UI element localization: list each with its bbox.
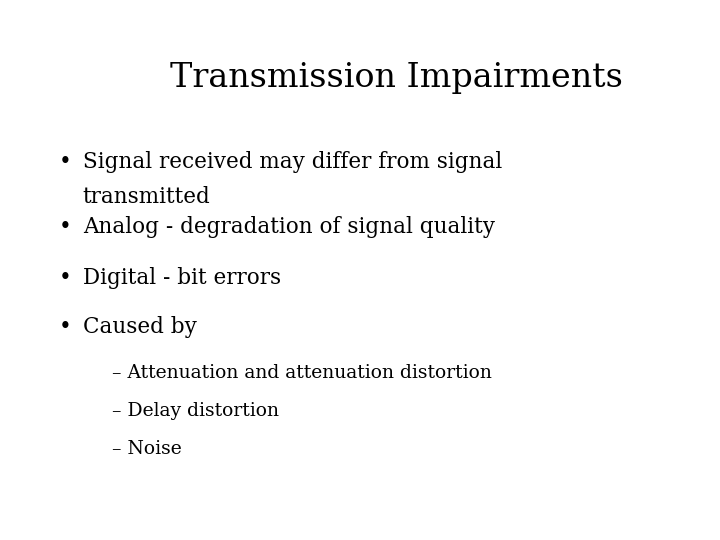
Text: – Delay distortion: – Delay distortion: [112, 402, 279, 420]
Text: Signal received may differ from signal: Signal received may differ from signal: [83, 151, 502, 173]
Text: Caused by: Caused by: [83, 316, 197, 338]
Text: •: •: [58, 316, 71, 338]
Text: – Attenuation and attenuation distortion: – Attenuation and attenuation distortion: [112, 364, 492, 382]
Text: Digital - bit errors: Digital - bit errors: [83, 267, 281, 289]
Text: Transmission Impairments: Transmission Impairments: [170, 62, 622, 94]
Text: •: •: [58, 216, 71, 238]
Text: •: •: [58, 151, 71, 173]
Text: transmitted: transmitted: [83, 186, 210, 208]
Text: •: •: [58, 267, 71, 289]
Text: Analog - degradation of signal quality: Analog - degradation of signal quality: [83, 216, 495, 238]
Text: – Noise: – Noise: [112, 440, 181, 458]
